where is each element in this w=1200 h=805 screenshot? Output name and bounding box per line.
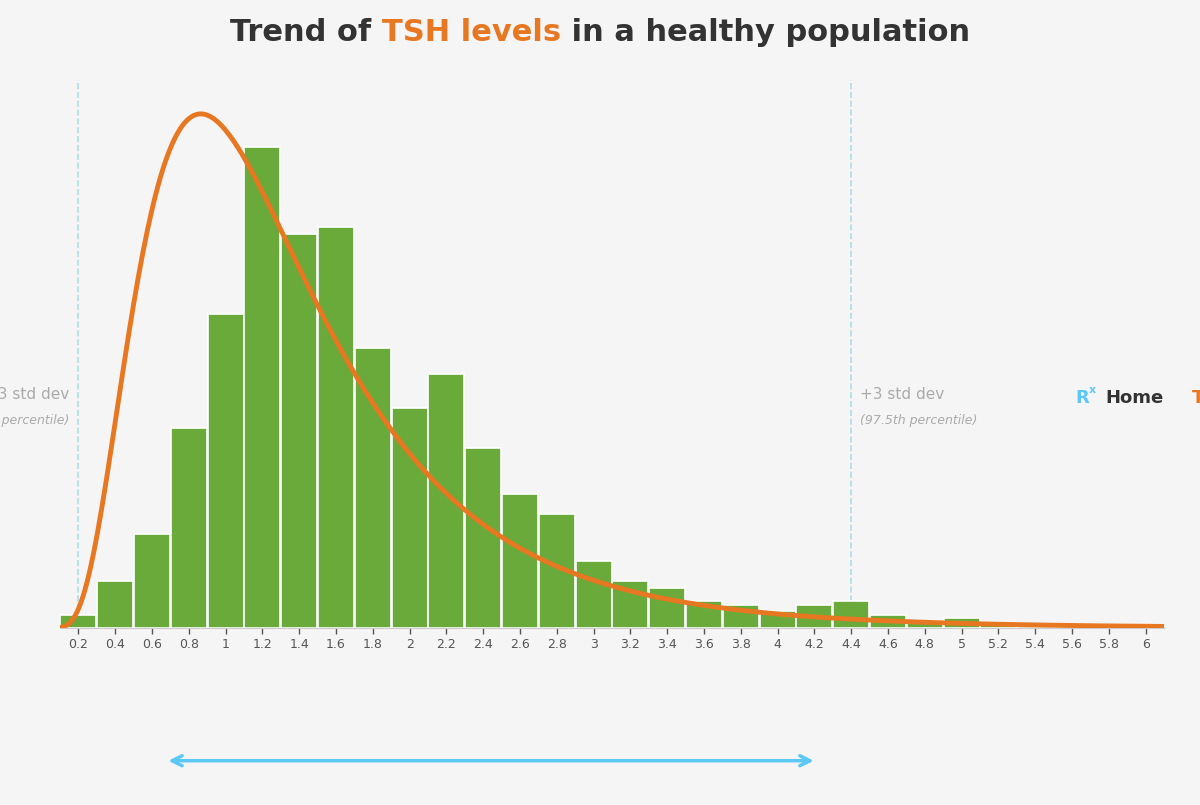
Text: −3 std dev: −3 std dev	[0, 386, 70, 402]
Bar	[1128, 626, 1164, 628]
Text: Test: Test	[1192, 389, 1200, 407]
Bar	[134, 535, 170, 628]
Bar	[760, 611, 796, 628]
Bar	[428, 374, 464, 628]
Bar	[907, 621, 943, 628]
Bar	[539, 514, 575, 628]
Bar	[355, 348, 391, 628]
Bar	[60, 614, 96, 628]
Text: Trend of: Trend of	[230, 18, 382, 47]
Text: (97.5th percentile): (97.5th percentile)	[860, 415, 978, 427]
Text: x: x	[1088, 385, 1096, 394]
Bar	[170, 427, 206, 628]
Bar	[833, 601, 869, 628]
Bar	[943, 618, 979, 628]
Bar	[870, 614, 906, 628]
Bar	[502, 494, 538, 628]
Text: in a healthy population: in a healthy population	[560, 18, 970, 47]
Bar	[980, 625, 1016, 628]
Text: R: R	[1075, 389, 1090, 407]
Text: TSH levels: TSH levels	[382, 18, 560, 47]
Bar	[208, 314, 244, 628]
Bar	[1054, 625, 1090, 628]
Bar	[466, 448, 502, 628]
Bar	[612, 581, 648, 628]
Bar	[722, 605, 758, 628]
Bar	[797, 605, 833, 628]
Text: Home: Home	[1105, 389, 1164, 407]
Text: (2.5th percentile): (2.5th percentile)	[0, 415, 70, 427]
Bar	[1018, 625, 1054, 628]
Bar	[686, 601, 722, 628]
Bar	[318, 227, 354, 628]
Bar	[97, 581, 133, 628]
Bar	[245, 147, 281, 628]
Bar	[281, 234, 317, 628]
Bar	[649, 588, 685, 628]
Bar	[576, 561, 612, 628]
Bar	[391, 407, 427, 628]
Text: +3 std dev: +3 std dev	[860, 386, 944, 402]
Bar	[1091, 625, 1127, 628]
